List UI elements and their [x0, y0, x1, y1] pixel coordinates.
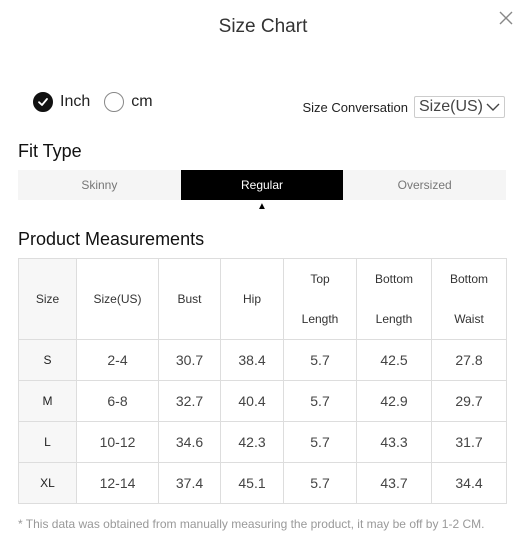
table-header-cell: Bottom Waist	[431, 258, 507, 340]
table-cell: 6-8	[76, 380, 159, 422]
table-cell: 5.7	[283, 421, 357, 463]
table-cell: 27.8	[431, 339, 507, 381]
unit-selector: Inch cm	[33, 92, 167, 112]
table-cell: 43.3	[356, 421, 432, 463]
measurements-table: Size Size(US) Bust Hip Top Length Bottom L…	[18, 258, 507, 504]
table-cell: 5.7	[283, 462, 357, 504]
header-text: Length	[301, 312, 339, 326]
table-cell: 40.4	[220, 380, 284, 422]
unit-inch-radio[interactable]: Inch	[33, 92, 90, 112]
fit-tab-oversized[interactable]: Oversized	[397, 178, 452, 192]
table-cell: 5.7	[283, 339, 357, 381]
table-cell: 29.7	[431, 380, 507, 422]
table-cell: 32.7	[158, 380, 221, 422]
close-icon	[499, 11, 513, 25]
table-header-cell: Bottom Length	[356, 258, 432, 340]
table-row: S 2-4 30.7 38.4 5.7 42.5 27.8	[18, 339, 507, 381]
header-text: Bottom	[449, 272, 488, 286]
table-cell: S	[18, 339, 77, 381]
table-header-cell: Bust	[158, 258, 221, 340]
table-cell: 12-14	[76, 462, 159, 504]
checked-icon	[33, 92, 53, 112]
table-cell: 5.7	[283, 380, 357, 422]
table-cell: 37.4	[158, 462, 221, 504]
fit-type-heading: Fit Type	[18, 141, 82, 161]
header-text: Waist	[454, 312, 484, 326]
unit-cm-label: cm	[131, 93, 153, 110]
header-text: Length	[375, 312, 413, 326]
table-cell: 43.7	[356, 462, 432, 504]
fit-tab-regular[interactable]: Regular	[180, 170, 344, 200]
modal-title: Size Chart	[218, 16, 308, 37]
close-button[interactable]	[498, 10, 514, 26]
table-cell: XL	[18, 462, 77, 504]
table-header-row: Size Size(US) Bust Hip Top Length Bottom L…	[18, 258, 507, 340]
header-text: Size(US)	[93, 292, 142, 306]
disclaimer-note: * This data was obtained from manually m…	[18, 517, 485, 531]
table-row: M 6-8 32.7 40.4 5.7 42.9 29.7	[18, 380, 507, 422]
unit-cm-radio[interactable]: cm	[104, 92, 153, 112]
caret-up-icon: ▲	[257, 201, 267, 212]
table-cell: 42.5	[356, 339, 432, 381]
fit-tab-skinny[interactable]: Skinny	[81, 178, 118, 192]
size-conversion-value: Size(US)	[418, 98, 483, 115]
table-header-cell: Hip	[220, 258, 284, 340]
table-header-cell: Top Length	[283, 258, 357, 340]
header-text: Bust	[177, 292, 202, 306]
table-row: XL 12-14 37.4 45.1 5.7 43.7 34.4	[18, 462, 507, 504]
table-header-cell: Size	[18, 258, 77, 340]
table-header-cell: Size(US)	[76, 258, 159, 340]
table-cell: 42.3	[220, 421, 284, 463]
table-cell: 30.7	[158, 339, 221, 381]
unchecked-icon	[104, 92, 125, 112]
size-conversion-select[interactable]: Size(US)	[413, 96, 505, 118]
size-conversion: Size Conversation Size(US)	[302, 96, 505, 118]
table-cell: 42.9	[356, 380, 432, 422]
table-cell: 45.1	[220, 462, 284, 504]
header-text: Hip	[242, 292, 261, 306]
fit-type-tabs: Skinny Regular Oversized	[18, 170, 506, 200]
header-text: Size	[35, 292, 60, 306]
table-cell: 2-4	[76, 339, 159, 381]
table-cell: M	[18, 380, 77, 422]
size-conversion-label: Size Conversation	[302, 99, 408, 115]
table-cell: 34.6	[158, 421, 221, 463]
unit-inch-label: Inch	[60, 93, 91, 110]
table-row: L 10-12 34.6 42.3 5.7 43.3 31.7	[18, 421, 507, 463]
table-cell: 10-12	[76, 421, 159, 463]
measurements-heading: Product Measurements	[18, 229, 205, 249]
table-cell: L	[18, 421, 77, 463]
table-cell: 38.4	[220, 339, 284, 381]
chevron-down-icon	[486, 103, 500, 111]
table-cell: 31.7	[431, 421, 507, 463]
table-cell: 34.4	[431, 462, 507, 504]
header-text: Top	[310, 272, 330, 286]
header-text: Bottom	[374, 272, 413, 286]
